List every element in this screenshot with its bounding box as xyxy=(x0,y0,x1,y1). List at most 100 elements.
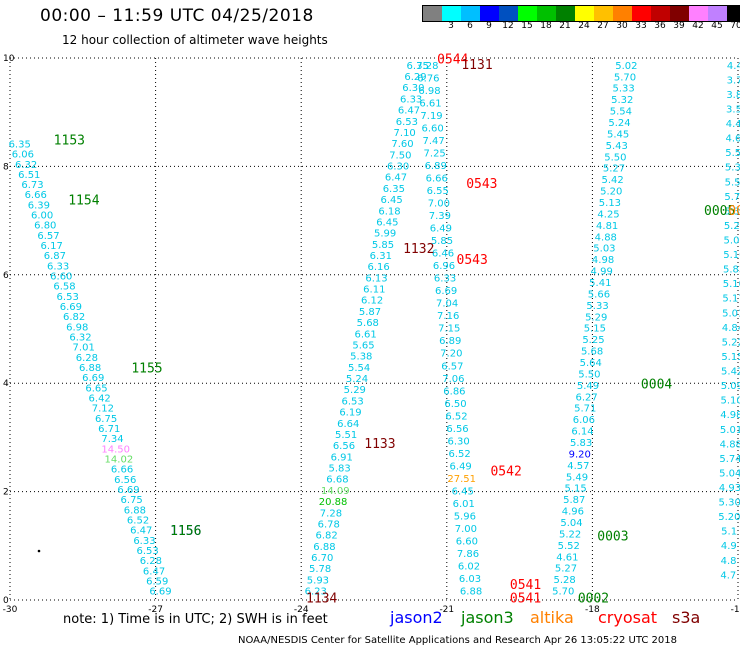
wave-height-value: 6.52 xyxy=(448,449,470,460)
wave-height-value: 5.45 xyxy=(607,129,629,140)
wave-height-value: 6.14 xyxy=(571,427,593,438)
legend-swatch xyxy=(556,6,575,21)
wave-height-value: 6.69 xyxy=(82,373,104,384)
pass-time-label: 1132 xyxy=(403,242,434,257)
wave-height-value: 7.47 xyxy=(422,136,444,147)
wave-height-value: 7.04 xyxy=(436,299,458,310)
legend-tick-label: 3 xyxy=(448,21,454,31)
wave-height-value: 6.59 xyxy=(146,576,168,587)
legend-swatch xyxy=(442,6,461,21)
wave-height-value: 6.58 xyxy=(53,282,75,293)
wave-height-value: 6.27 xyxy=(575,392,597,403)
wave-height-value: 7.00 xyxy=(455,524,477,535)
wave-height-value: 6.45 xyxy=(376,217,398,228)
wave-height-value: 5.33 xyxy=(586,301,608,312)
pass-time-label: 0541 xyxy=(510,578,541,593)
wave-height-value: 4.99 xyxy=(591,267,613,278)
wave-height-value: 14.09 xyxy=(321,486,350,497)
legend-swatch xyxy=(575,6,594,21)
wave-height-value: 7.28 xyxy=(416,61,438,72)
wave-height-value: 6.01 xyxy=(453,499,475,510)
wave-height-value: 6.55 xyxy=(427,186,449,197)
wave-height-value: 6.33 xyxy=(400,94,422,105)
wave-height-value: 6.98 xyxy=(418,86,440,97)
wave-height-value: 7.12 xyxy=(92,404,114,415)
legend-swatch xyxy=(632,6,651,21)
wave-height-value: 4.43 xyxy=(726,119,740,130)
wave-height-value: 6.52 xyxy=(127,515,149,526)
wave-height-value: 6.89 xyxy=(425,161,447,172)
wave-height-value: 6.33 xyxy=(47,261,69,272)
wave-height-value: 5.03 xyxy=(593,244,615,255)
wave-height-value: 4.57 xyxy=(567,461,589,472)
wave-height-value: 5.50 xyxy=(604,152,626,163)
wave-height-value: 5.93 xyxy=(307,575,329,586)
legend-tick-label: 39 xyxy=(673,21,685,31)
wave-height-value: 6.56 xyxy=(333,441,355,452)
wave-height-value: 6.73 xyxy=(21,180,43,191)
wave-height-value: 7.39 xyxy=(429,211,451,222)
wave-height-value: 6.45 xyxy=(381,195,403,206)
wave-height-value: 6.60 xyxy=(421,123,443,134)
wave-height-value: 6.57 xyxy=(37,231,59,242)
wave-height-value: 5.54 xyxy=(348,363,370,374)
pass-time-label: 0544 xyxy=(437,52,468,67)
wave-height-value: 6.66 xyxy=(426,173,448,184)
wave-height-value: 6.03 xyxy=(459,574,481,585)
satellite-label-altika: altika xyxy=(530,608,574,627)
wave-height-value: 6.23 xyxy=(305,587,327,598)
wave-height-value: 5.54 xyxy=(610,107,632,118)
wave-height-value: 6.06 xyxy=(573,415,595,426)
pass-time-label: 0003 xyxy=(597,529,628,544)
wave-height-value: 6.50 xyxy=(444,399,466,410)
wave-height-value: 5.17 xyxy=(722,294,740,305)
wave-height-value: 6.30 xyxy=(402,83,424,94)
wave-height-value: 6.11 xyxy=(363,285,385,296)
wave-height-value: 6.19 xyxy=(339,408,361,419)
wave-height-value: 3.73 xyxy=(727,75,740,86)
wave-height-value: 6.98 xyxy=(66,322,88,333)
wave-height-value: 6.32 xyxy=(15,160,37,171)
wave-height-value: 6.35 xyxy=(9,139,31,150)
pass-time-label: 1133 xyxy=(364,437,395,452)
legend-tick-label: 36 xyxy=(654,21,666,31)
wave-height-value: 6.61 xyxy=(355,329,377,340)
satellite-label-cryosat: cryosat xyxy=(598,608,658,627)
wave-height-value: 4.8 xyxy=(721,556,737,567)
wave-height-value: 4.88 xyxy=(595,232,617,243)
wave-height-value: 27.51 xyxy=(447,474,476,485)
wave-height-value: 4.96 xyxy=(562,507,584,518)
wave-height-value: 5.43 xyxy=(606,141,628,152)
wave-height-value: 7.60 xyxy=(391,139,413,150)
wave-height-value: 5.10 xyxy=(723,250,740,261)
wave-height-value: 6.53 xyxy=(396,117,418,128)
wave-height-value: 6.75 xyxy=(95,414,117,425)
satellite-label-s3a: s3a xyxy=(672,608,701,627)
wave-height-value: 5.49 xyxy=(566,472,588,483)
stray-point xyxy=(37,549,41,553)
wave-height-value: 6.87 xyxy=(44,251,66,262)
wave-height-value: 6.61 xyxy=(419,98,441,109)
pass-time-label: 1155 xyxy=(131,361,162,376)
wave-height-value: 5.30 xyxy=(719,498,740,509)
legend-swatch xyxy=(670,6,689,21)
wave-height-value: 6.49 xyxy=(430,224,452,235)
wave-height-value: 6.82 xyxy=(63,312,85,323)
wave-height-value: 4.98 xyxy=(592,255,614,266)
wave-height-value: 6.75 xyxy=(121,495,143,506)
x-tick-label: -15 xyxy=(731,605,740,615)
wave-height-value: 5.64 xyxy=(580,358,602,369)
wave-height-value: 6.02 xyxy=(458,562,480,573)
wave-height-value: 4.98 xyxy=(720,410,740,421)
wave-height-value: 5.99 xyxy=(374,229,396,240)
wave-height-value: 5.83 xyxy=(570,438,592,449)
wave-height-value: 6.76 xyxy=(417,73,439,84)
wave-height-value: 5.15 xyxy=(564,484,586,495)
wave-height-value: 7.19 xyxy=(420,111,442,122)
pass-time-label: 0005 xyxy=(704,204,735,219)
wave-height-value: 7.28 xyxy=(320,508,342,519)
wave-height-value: 6.88 xyxy=(124,505,146,516)
wave-height-value: 6.91 xyxy=(331,452,353,463)
wave-height-value: 6.33 xyxy=(434,274,456,285)
